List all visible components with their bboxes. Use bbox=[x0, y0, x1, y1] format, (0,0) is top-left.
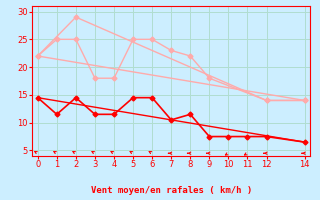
X-axis label: Vent moyen/en rafales ( km/h ): Vent moyen/en rafales ( km/h ) bbox=[91, 186, 252, 195]
